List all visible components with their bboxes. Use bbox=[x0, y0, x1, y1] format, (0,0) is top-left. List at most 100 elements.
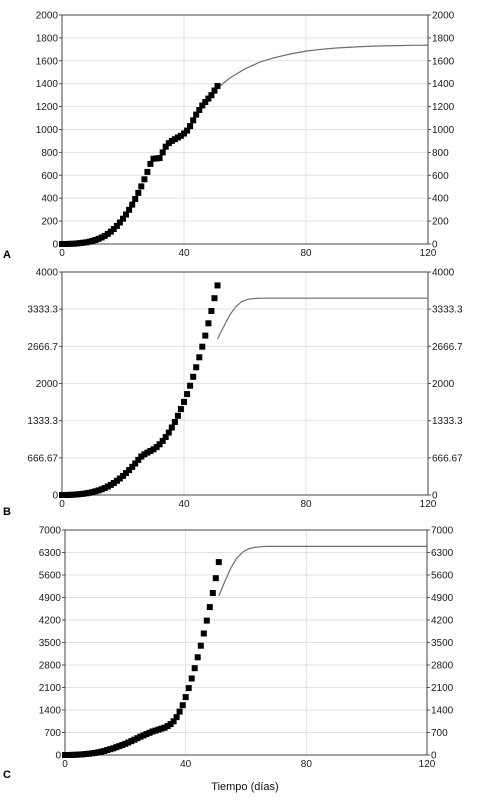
y-tick-label-right: 4000 bbox=[432, 268, 455, 279]
y-tick-label-left: 1200 bbox=[36, 102, 59, 113]
observed-point bbox=[65, 491, 72, 498]
observed-point bbox=[162, 434, 169, 440]
observed-point bbox=[171, 419, 178, 425]
observed-point bbox=[174, 412, 181, 419]
y-tick-label-right: 2000 bbox=[432, 11, 455, 22]
y-tick-label-right: 4200 bbox=[431, 616, 454, 627]
y-tick-label-right: 2800 bbox=[431, 661, 454, 672]
observed-point bbox=[177, 406, 184, 413]
observed-point bbox=[71, 240, 78, 247]
observed-point bbox=[92, 237, 99, 243]
y-tick-label-right: 400 bbox=[432, 194, 449, 205]
observed-point bbox=[144, 168, 151, 175]
y-tick-label-right: 800 bbox=[432, 148, 449, 159]
observed-point bbox=[188, 675, 195, 682]
y-tick-label-left: 666.67 bbox=[27, 453, 58, 464]
observed-point bbox=[95, 235, 102, 242]
observed-point bbox=[208, 308, 215, 314]
y-tick-label-right: 1400 bbox=[431, 706, 454, 717]
observed-point bbox=[212, 575, 219, 582]
y-tick-label-left: 2800 bbox=[39, 661, 62, 672]
x-tick-label: 120 bbox=[420, 248, 437, 259]
x-tick-label: 80 bbox=[300, 248, 312, 259]
observed-point bbox=[156, 441, 163, 448]
observed-point bbox=[208, 92, 215, 99]
y-tick-label-left: 1333.3 bbox=[27, 416, 58, 427]
y-tick-label-left: 700 bbox=[44, 728, 61, 739]
observed-point bbox=[80, 239, 87, 246]
observed-point bbox=[126, 206, 133, 213]
y-tick-label-left: 4200 bbox=[39, 616, 62, 627]
y-tick-label-left: 1000 bbox=[36, 125, 59, 136]
y-tick-label-left: 6300 bbox=[39, 548, 62, 559]
observed-point bbox=[162, 143, 169, 150]
observed-point bbox=[132, 196, 139, 202]
y-tick-label-right: 0 bbox=[431, 751, 437, 762]
observed-point bbox=[179, 702, 186, 709]
observed-point bbox=[92, 488, 99, 495]
y-tick-label-left: 7000 bbox=[39, 526, 62, 537]
observed-point bbox=[125, 739, 132, 746]
observed-point bbox=[116, 219, 123, 226]
observed-point bbox=[165, 429, 172, 436]
observed-point bbox=[101, 485, 108, 491]
observed-point bbox=[95, 487, 102, 494]
observed-point bbox=[156, 155, 163, 162]
observed-point bbox=[129, 201, 136, 208]
panel-label: A bbox=[3, 249, 11, 261]
observed-point bbox=[135, 189, 142, 196]
observed-point bbox=[62, 241, 68, 247]
x-tick-label: 80 bbox=[301, 759, 313, 770]
y-tick-label-left: 1400 bbox=[36, 79, 59, 90]
y-tick-label-right: 2666.7 bbox=[432, 342, 463, 353]
y-tick-label-left: 2100 bbox=[39, 683, 62, 694]
observed-point bbox=[110, 226, 117, 232]
observed-point bbox=[86, 750, 93, 757]
observed-point bbox=[214, 83, 221, 89]
y-tick-label-right: 1800 bbox=[432, 33, 455, 44]
x-axis-title: Tiempo (días) bbox=[211, 781, 278, 793]
observed-point bbox=[71, 491, 78, 498]
y-tick-label-left: 2000 bbox=[36, 11, 59, 22]
y-tick-label-left: 1400 bbox=[39, 706, 62, 717]
y-tick-label-left: 800 bbox=[41, 148, 58, 159]
x-tick-label: 40 bbox=[178, 499, 190, 510]
observed-point bbox=[173, 714, 180, 721]
observed-point bbox=[181, 130, 187, 137]
y-tick-label-right: 5600 bbox=[431, 571, 454, 582]
observed-point bbox=[150, 155, 157, 162]
observed-point bbox=[191, 665, 198, 672]
y-tick-label-right: 0 bbox=[432, 240, 438, 251]
observed-point bbox=[168, 137, 175, 144]
y-tick-label-left: 600 bbox=[41, 171, 58, 182]
observed-point bbox=[190, 117, 197, 124]
x-tick-label: 0 bbox=[59, 499, 65, 510]
observed-point bbox=[206, 604, 213, 611]
y-tick-label-right: 200 bbox=[432, 217, 449, 228]
observed-point bbox=[193, 111, 200, 118]
x-tick-label: 120 bbox=[419, 759, 436, 770]
observed-point bbox=[62, 492, 68, 498]
y-tick-label-right: 3333.3 bbox=[432, 305, 463, 316]
y-tick-label-left: 400 bbox=[41, 194, 58, 205]
x-tick-label: 40 bbox=[178, 248, 190, 259]
observed-point bbox=[193, 364, 200, 371]
observed-point bbox=[199, 102, 206, 109]
observed-point bbox=[187, 382, 194, 389]
y-tick-label-left: 0 bbox=[52, 491, 58, 502]
observed-point bbox=[83, 239, 90, 246]
y-tick-label-right: 2100 bbox=[431, 683, 454, 694]
y-tick-label-right: 600 bbox=[432, 171, 449, 182]
y-tick-label-right: 6300 bbox=[431, 548, 454, 559]
observed-point bbox=[138, 183, 145, 190]
observed-point bbox=[200, 630, 207, 637]
observed-point bbox=[104, 747, 111, 754]
observed-point bbox=[147, 448, 154, 454]
plot-frame bbox=[61, 271, 429, 496]
observed-point bbox=[83, 490, 90, 497]
observed-point bbox=[170, 718, 177, 725]
observed-point bbox=[209, 590, 216, 596]
